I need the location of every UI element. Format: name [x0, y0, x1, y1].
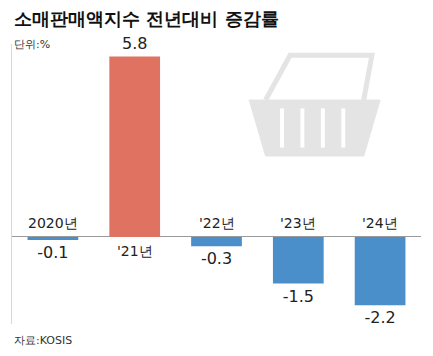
svg-text:'24년: '24년 [362, 215, 398, 231]
svg-text:-0.1: -0.1 [37, 243, 68, 262]
svg-text:'21년: '21년 [117, 243, 153, 259]
svg-text:-0.3: -0.3 [201, 249, 232, 268]
svg-text:소매판매액지수 전년대비 증감률: 소매판매액지수 전년대비 증감률 [14, 8, 279, 29]
svg-text:-1.5: -1.5 [283, 287, 314, 306]
svg-text:자료:KOSIS: 자료:KOSIS [14, 334, 72, 347]
svg-text:단위:%: 단위:% [14, 38, 50, 51]
svg-text:5.8: 5.8 [122, 34, 147, 53]
svg-text:-2.2: -2.2 [364, 308, 395, 327]
svg-text:'22년: '22년 [199, 215, 235, 231]
svg-text:2020년: 2020년 [28, 215, 78, 231]
svg-text:'23년: '23년 [280, 215, 316, 231]
